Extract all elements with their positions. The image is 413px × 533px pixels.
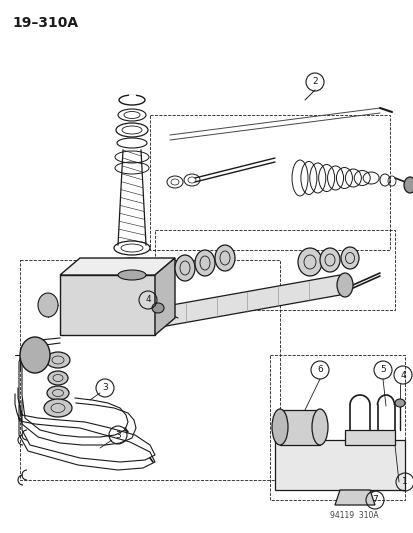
Ellipse shape <box>271 409 287 445</box>
Ellipse shape <box>20 337 50 373</box>
Polygon shape <box>279 410 319 445</box>
Ellipse shape <box>297 248 321 276</box>
Text: 3: 3 <box>115 431 121 440</box>
Text: 7: 7 <box>371 496 377 505</box>
Text: 6: 6 <box>316 366 322 375</box>
Text: 4: 4 <box>145 295 150 304</box>
Ellipse shape <box>48 371 68 385</box>
Ellipse shape <box>336 273 352 297</box>
Text: 5: 5 <box>379 366 385 375</box>
Ellipse shape <box>46 352 70 368</box>
Polygon shape <box>154 258 175 335</box>
Text: 94119  310A: 94119 310A <box>329 511 378 520</box>
Ellipse shape <box>47 386 69 400</box>
Ellipse shape <box>340 247 358 269</box>
Ellipse shape <box>214 245 235 271</box>
Text: 2: 2 <box>311 77 317 86</box>
Ellipse shape <box>44 399 72 417</box>
Ellipse shape <box>118 270 146 280</box>
Ellipse shape <box>195 250 214 276</box>
Text: 3: 3 <box>102 384 108 392</box>
Ellipse shape <box>152 303 164 313</box>
Ellipse shape <box>394 399 404 407</box>
Polygon shape <box>344 430 394 445</box>
Ellipse shape <box>175 255 195 281</box>
Polygon shape <box>334 490 374 505</box>
Ellipse shape <box>403 177 413 193</box>
Polygon shape <box>60 275 154 335</box>
Ellipse shape <box>319 248 339 272</box>
Text: 1: 1 <box>401 478 407 487</box>
Polygon shape <box>60 258 175 275</box>
Polygon shape <box>274 440 404 490</box>
Text: 4: 4 <box>399 370 405 379</box>
Ellipse shape <box>311 409 327 445</box>
Text: 19–310A: 19–310A <box>12 16 78 30</box>
Ellipse shape <box>38 293 58 317</box>
Polygon shape <box>154 275 339 328</box>
